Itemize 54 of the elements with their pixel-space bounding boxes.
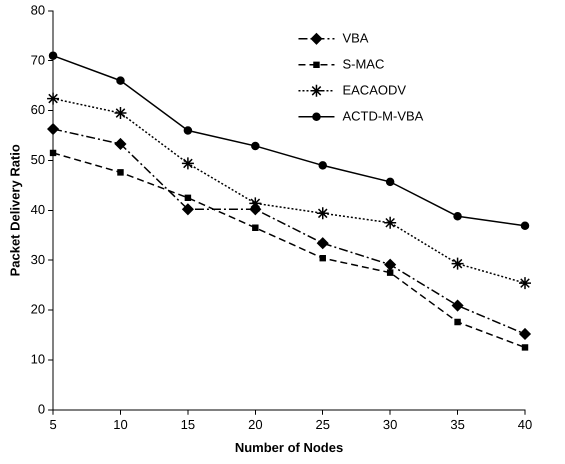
x-axis-title: Number of Nodes [234, 440, 344, 455]
point [182, 204, 194, 216]
point [114, 138, 126, 150]
y-tick-label: 70 [30, 52, 46, 68]
y-tick-label: 10 [30, 352, 46, 367]
y-tick-label: 60 [30, 102, 46, 118]
point [181, 156, 195, 170]
y-tick-label: 80 [30, 2, 46, 18]
point [450, 256, 464, 270]
point [250, 204, 262, 216]
point [452, 300, 464, 312]
point [520, 222, 530, 230]
x-tick-label: 10 [113, 417, 128, 432]
point [519, 328, 531, 340]
point [518, 276, 532, 290]
x-tick-label: 40 [518, 417, 532, 432]
y-tick-label: 0 [38, 401, 46, 416]
y-axis-title: Packet Delivery Ratio [7, 144, 22, 276]
point [383, 216, 397, 230]
point [386, 269, 394, 276]
x-tick-label: 30 [382, 417, 398, 432]
x-tick-label: 5 [49, 417, 57, 432]
x-tick-label: 35 [450, 417, 465, 432]
point [114, 106, 128, 120]
point [318, 161, 327, 170]
point [46, 92, 60, 106]
point [252, 224, 259, 231]
legend-label: VBA [342, 30, 369, 46]
point [251, 142, 260, 150]
y-tick-label: 50 [30, 152, 46, 168]
x-tick-label: 15 [180, 417, 196, 432]
point [316, 237, 328, 249]
point [184, 126, 192, 135]
point [453, 212, 462, 221]
y-tick-label: 20 [30, 302, 46, 317]
point [117, 169, 124, 176]
point [522, 344, 528, 351]
point [316, 206, 330, 220]
y-tick-label: 40 [30, 202, 46, 217]
point [116, 76, 125, 85]
point [48, 51, 58, 60]
legend-label: EACAODV [342, 82, 406, 98]
point [50, 150, 56, 156]
legend-label: ACTD-M-VBA [342, 108, 424, 124]
point [454, 318, 461, 326]
x-tick-label: 20 [248, 417, 263, 432]
x-tick-label: 25 [316, 417, 330, 432]
y-tick-label: 30 [30, 252, 46, 267]
point [384, 258, 396, 270]
point [47, 123, 59, 135]
point [386, 178, 394, 186]
point [320, 254, 326, 262]
point [184, 194, 192, 202]
legend-label: S-MAC [342, 56, 384, 72]
